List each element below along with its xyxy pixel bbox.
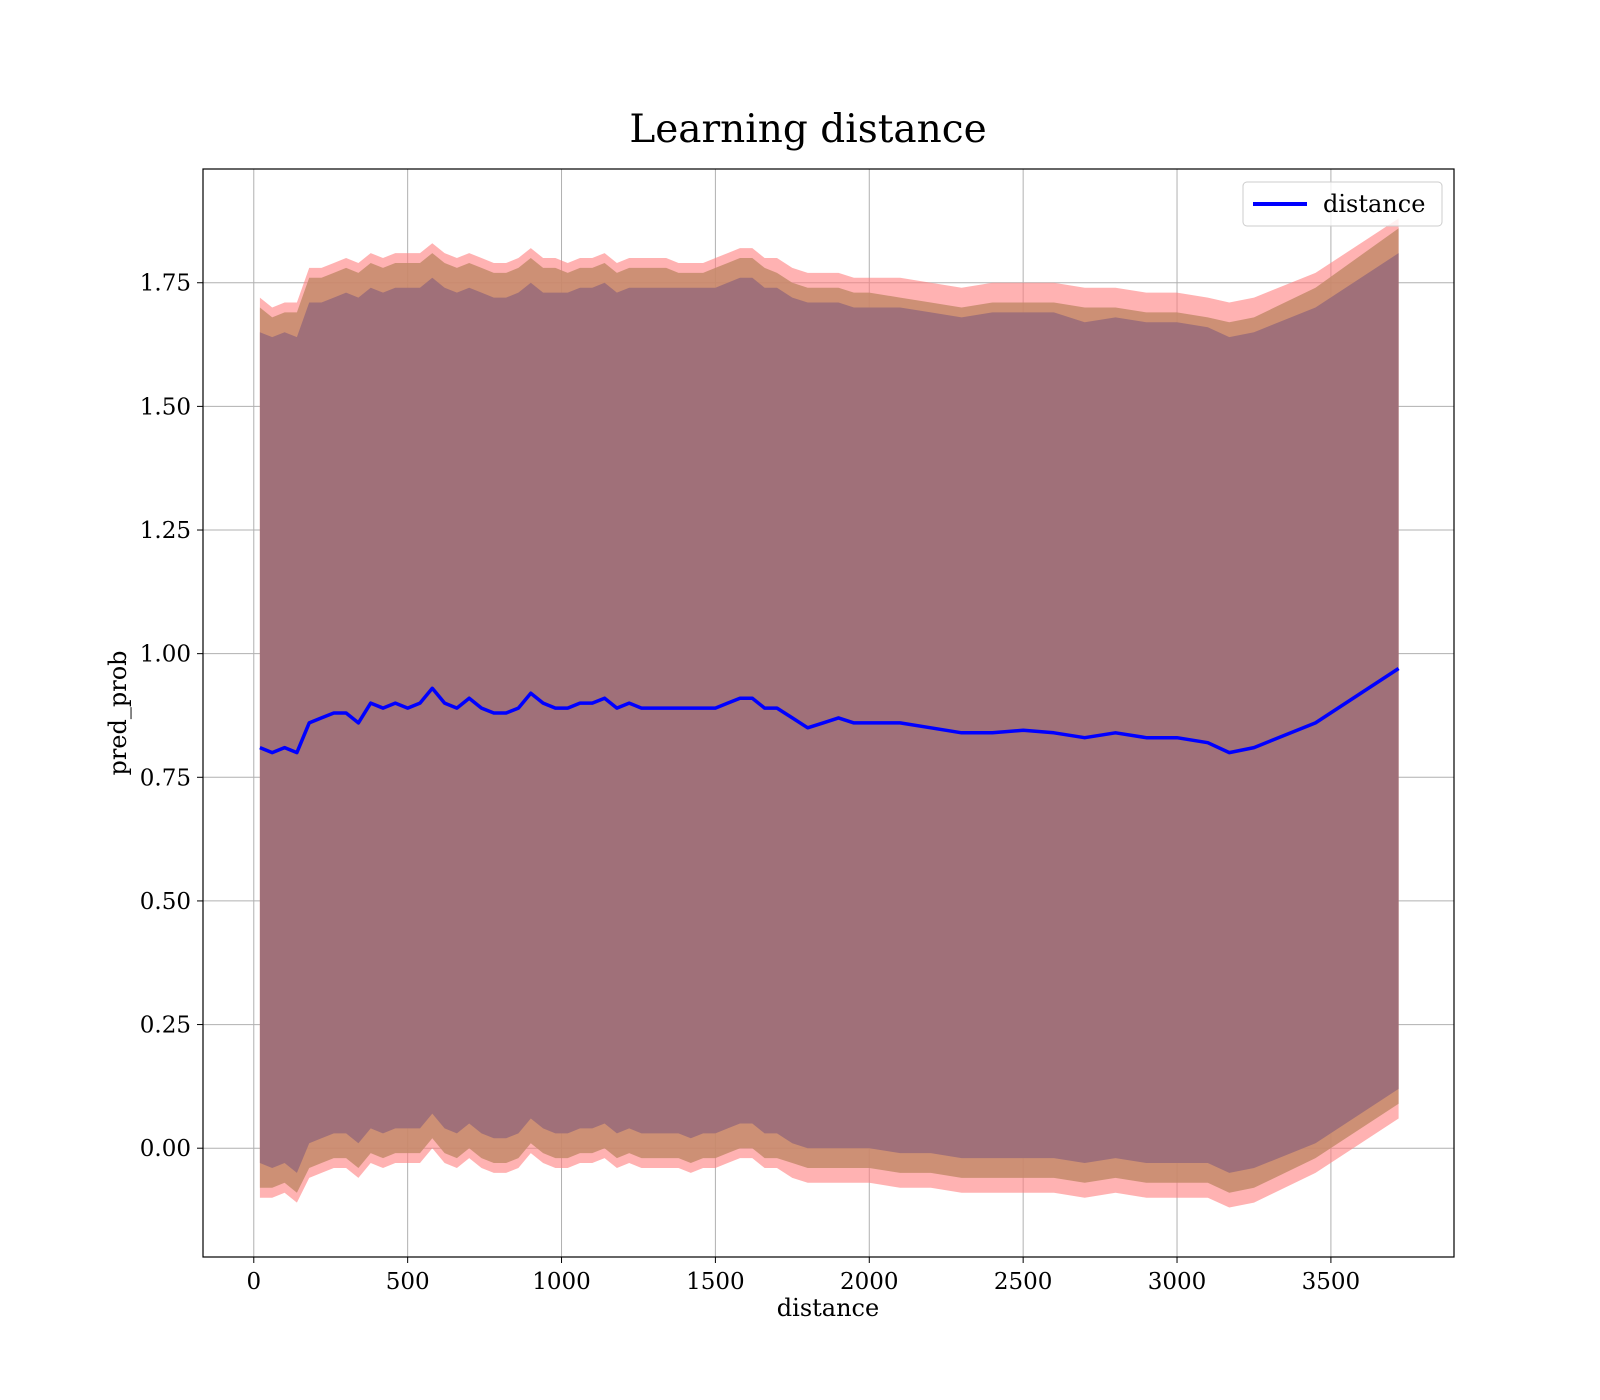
legend-box (1242, 181, 1443, 227)
y-tick-label: 0.00 (140, 1136, 191, 1162)
inner-band (259, 253, 1399, 1173)
plot-frame (202, 168, 1455, 1258)
y-tick-label: 1.25 (140, 518, 191, 544)
y-tick-label: 0.50 (140, 889, 191, 915)
x-axis-label: distance (777, 1294, 879, 1322)
legend-label: distance (1323, 190, 1425, 218)
y-tick-label: 1.75 (140, 271, 191, 297)
chart-title: Learning distance (629, 107, 986, 152)
series-line-distance (259, 667, 1400, 755)
x-tick-label: 0 (246, 1269, 261, 1295)
y-tick-label: 1.50 (140, 394, 191, 420)
x-tick-label: 2000 (840, 1269, 899, 1295)
x-tick-label: 1000 (532, 1269, 591, 1295)
x-tick-label: 3500 (1302, 1269, 1361, 1295)
x-tick-label: 500 (386, 1269, 430, 1295)
legend: distance (1242, 181, 1443, 227)
y-axis-ticks: 0.00 0.25 0.50 0.75 1.00 1.25 1.50 1.75 (140, 271, 203, 1162)
y-axis-label: pred_prob (104, 650, 132, 775)
confidence-bands (259, 218, 1399, 1208)
x-tick-label: 2500 (994, 1269, 1053, 1295)
x-tick-label: 3000 (1148, 1269, 1207, 1295)
y-tick-label: 0.75 (140, 765, 191, 791)
x-tick-label: 1500 (686, 1269, 745, 1295)
series-lines (259, 667, 1400, 755)
y-tick-label: 1.00 (140, 642, 191, 668)
x-axis-ticks: 0 500 1000 1500 2000 2500 3000 3500 (246, 1257, 1360, 1295)
y-tick-label: 0.25 (140, 1013, 191, 1039)
